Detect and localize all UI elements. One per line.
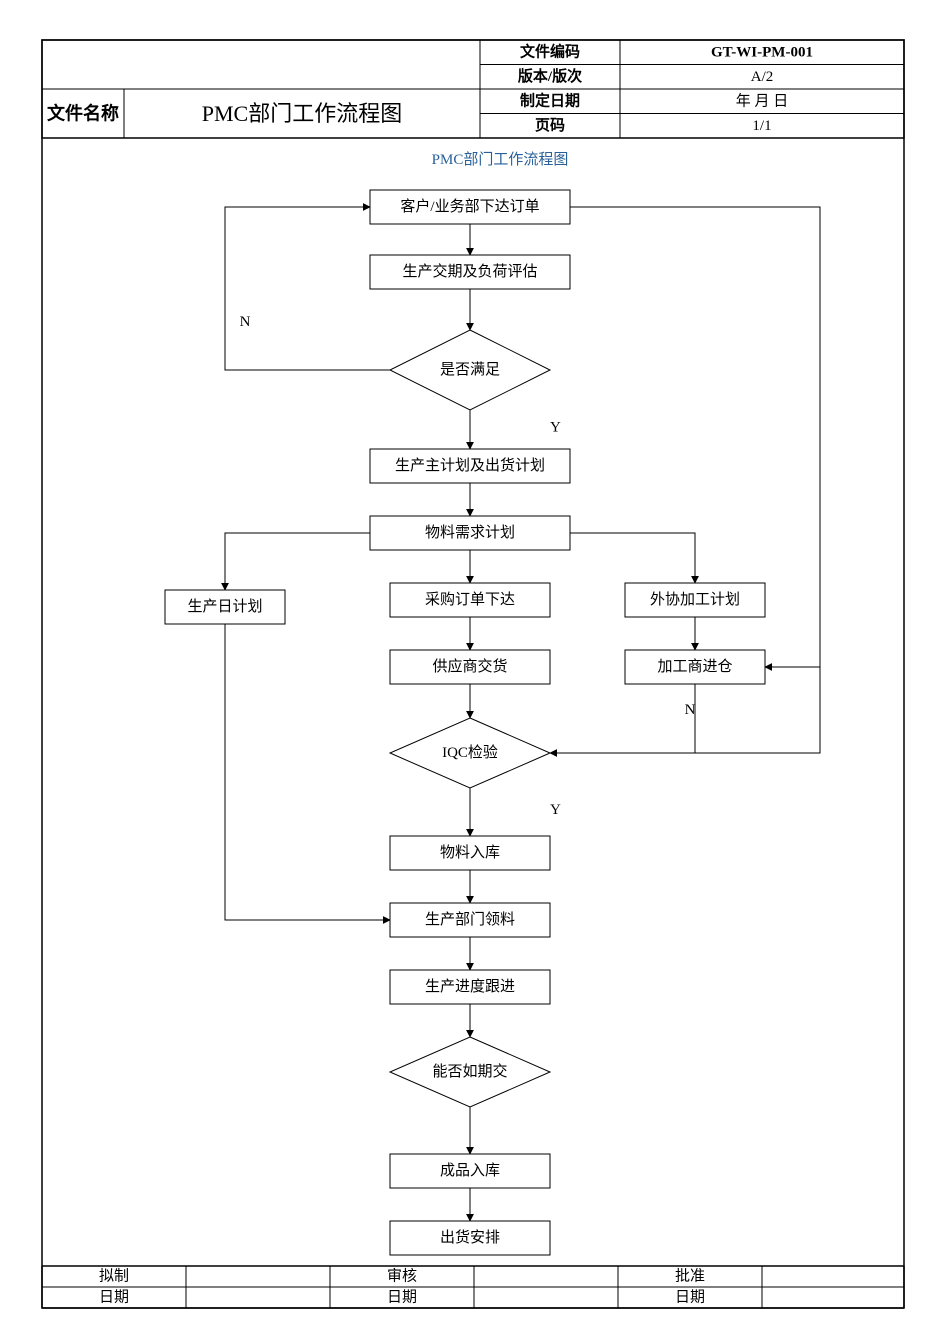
process-label: 物料需求计划 xyxy=(425,524,515,541)
decision-label: IQC检验 xyxy=(442,744,498,761)
header-file-name-value: PMC部门工作流程图 xyxy=(202,101,402,126)
header-row-label: 版本/版次 xyxy=(518,67,582,85)
process-label: 客户/业务部下达订单 xyxy=(400,198,539,215)
flow-edge xyxy=(225,207,390,370)
process-label: 外协加工计划 xyxy=(650,591,740,608)
edge-label: N xyxy=(240,314,251,330)
flow-edge xyxy=(225,624,390,920)
header-row-value: 1/1 xyxy=(752,118,771,134)
process-label: 生产部门领料 xyxy=(425,911,515,928)
process-label: 采购订单下达 xyxy=(425,591,515,608)
header-row-label: 页码 xyxy=(535,117,565,134)
flowchart-title: PMC部门工作流程图 xyxy=(432,151,569,168)
header-table: 文件名称 PMC部门工作流程图 文件编码 GT-WI-PM-001 版本/版次 A/2 制定… xyxy=(42,40,904,138)
footer-cell: 日期 xyxy=(99,1289,129,1306)
flow-edge xyxy=(550,684,695,753)
process-label: 生产主计划及出货计划 xyxy=(395,457,545,474)
header-row-value: A/2 xyxy=(751,69,774,85)
process-label: 出货安排 xyxy=(440,1229,500,1246)
process-label: 物料入库 xyxy=(440,844,500,861)
decision-label: 是否满足 xyxy=(440,361,500,378)
header-row-value: 年 月 日 xyxy=(736,92,789,109)
header-file-name-label: 文件名称 xyxy=(47,103,119,124)
process-label: 生产进度跟进 xyxy=(425,978,515,995)
edge-label: N xyxy=(685,702,696,718)
chart-title: PMC部门工作流程图 xyxy=(432,151,569,168)
footer-cell: 日期 xyxy=(387,1289,417,1306)
decision-label: 能否如期交 xyxy=(432,1062,507,1080)
footer-cell: 日期 xyxy=(675,1289,705,1306)
flow-edge xyxy=(225,533,370,590)
process-label: 供应商交货 xyxy=(432,657,507,675)
edge-label: Y xyxy=(550,420,561,436)
flow-nodes: 客户/业务部下达订单生产交期及负荷评估是否满足生产主计划及出货计划物料需求计划采… xyxy=(165,190,765,1255)
process-label: 成品入库 xyxy=(440,1162,500,1179)
footer-cell: 批准 xyxy=(675,1268,705,1285)
edge-label: Y xyxy=(550,802,561,818)
process-label: 生产交期及负荷评估 xyxy=(402,262,537,280)
footer-cell: 审核 xyxy=(387,1268,417,1285)
footer-table: 拟制 审核 批准日期 日期 日期 xyxy=(42,1266,904,1308)
process-label: 加工商进仓 xyxy=(657,658,732,675)
header-row-label: 制定日期 xyxy=(520,91,580,109)
header-row-label: 文件编码 xyxy=(520,42,580,60)
flow-edge xyxy=(570,533,695,583)
header-row-value: GT-WI-PM-001 xyxy=(711,44,813,60)
process-label: 生产日计划 xyxy=(187,598,262,615)
footer-cell: 拟制 xyxy=(99,1268,129,1285)
